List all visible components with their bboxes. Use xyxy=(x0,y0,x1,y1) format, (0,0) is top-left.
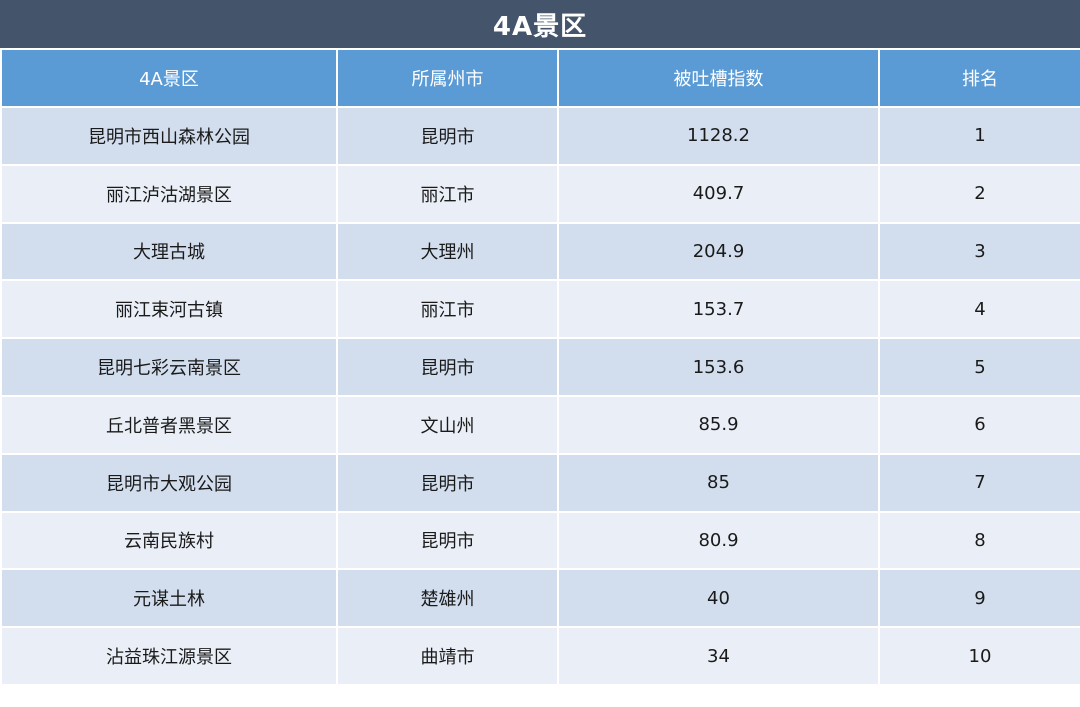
cell-scenic-spot: 丘北普者黑景区 xyxy=(0,394,338,455)
cell-city: 文山州 xyxy=(336,394,559,455)
cell-scenic-spot: 昆明市大观公园 xyxy=(0,452,338,513)
cell-city: 昆明市 xyxy=(336,337,559,397)
cell-complaint-index: 34 xyxy=(557,626,880,686)
table-row: 云南民族村 昆明市 80.9 8 xyxy=(0,510,1080,571)
table-row: 昆明市大观公园 昆明市 85 7 xyxy=(0,452,1080,513)
cell-city: 丽江市 xyxy=(336,279,559,340)
table-title: 4A景区 xyxy=(0,0,1080,48)
cell-rank: 8 xyxy=(878,510,1080,571)
cell-complaint-index: 153.7 xyxy=(557,279,880,340)
cell-city: 大理州 xyxy=(336,221,559,282)
header-row: 4A景区 所属州市 被吐槽指数 排名 xyxy=(0,48,1080,108)
cell-city: 丽江市 xyxy=(336,163,559,224)
cell-rank: 9 xyxy=(878,568,1080,629)
cell-city: 楚雄州 xyxy=(336,568,559,629)
cell-rank: 7 xyxy=(878,452,1080,513)
cell-complaint-index: 1128.2 xyxy=(557,106,880,166)
cell-complaint-index: 80.9 xyxy=(557,510,880,571)
cell-complaint-index: 85 xyxy=(557,452,880,513)
cell-rank: 6 xyxy=(878,394,1080,455)
cell-scenic-spot: 元谋土林 xyxy=(0,568,338,629)
cell-scenic-spot: 大理古城 xyxy=(0,221,338,282)
cell-complaint-index: 409.7 xyxy=(557,163,880,224)
cell-complaint-index: 204.9 xyxy=(557,221,880,282)
cell-city: 昆明市 xyxy=(336,510,559,571)
table-row: 昆明七彩云南景区 昆明市 153.6 5 xyxy=(0,337,1080,397)
cell-complaint-index: 153.6 xyxy=(557,337,880,397)
cell-rank: 4 xyxy=(878,279,1080,340)
column-header-complaint-index: 被吐槽指数 xyxy=(557,48,880,108)
table-row: 沾益珠江源景区 曲靖市 34 10 xyxy=(0,626,1080,686)
table-row: 元谋土林 楚雄州 40 9 xyxy=(0,568,1080,629)
table-row: 丽江泸沽湖景区 丽江市 409.7 2 xyxy=(0,163,1080,224)
table-row: 昆明市西山森林公园 昆明市 1128.2 1 xyxy=(0,106,1080,166)
cell-scenic-spot: 丽江束河古镇 xyxy=(0,279,338,340)
cell-scenic-spot: 云南民族村 xyxy=(0,510,338,571)
cell-complaint-index: 40 xyxy=(557,568,880,629)
cell-scenic-spot: 昆明七彩云南景区 xyxy=(0,337,338,397)
cell-complaint-index: 85.9 xyxy=(557,394,880,455)
scenic-spot-table: 4A景区 所属州市 被吐槽指数 排名 昆明市西山森林公园 昆明市 1128.2 … xyxy=(0,48,1080,686)
cell-city: 昆明市 xyxy=(336,452,559,513)
table-row: 大理古城 大理州 204.9 3 xyxy=(0,221,1080,282)
column-header-scenic-spot: 4A景区 xyxy=(0,48,338,108)
column-header-city: 所属州市 xyxy=(336,48,559,108)
cell-scenic-spot: 丽江泸沽湖景区 xyxy=(0,163,338,224)
column-header-rank: 排名 xyxy=(878,48,1080,108)
cell-scenic-spot: 昆明市西山森林公园 xyxy=(0,106,338,166)
table-row: 丽江束河古镇 丽江市 153.7 4 xyxy=(0,279,1080,340)
cell-city: 昆明市 xyxy=(336,106,559,166)
cell-rank: 1 xyxy=(878,106,1080,166)
cell-scenic-spot: 沾益珠江源景区 xyxy=(0,626,338,686)
cell-rank: 5 xyxy=(878,337,1080,397)
cell-rank: 3 xyxy=(878,221,1080,282)
cell-rank: 2 xyxy=(878,163,1080,224)
table-row: 丘北普者黑景区 文山州 85.9 6 xyxy=(0,394,1080,455)
cell-city: 曲靖市 xyxy=(336,626,559,686)
cell-rank: 10 xyxy=(878,626,1080,686)
